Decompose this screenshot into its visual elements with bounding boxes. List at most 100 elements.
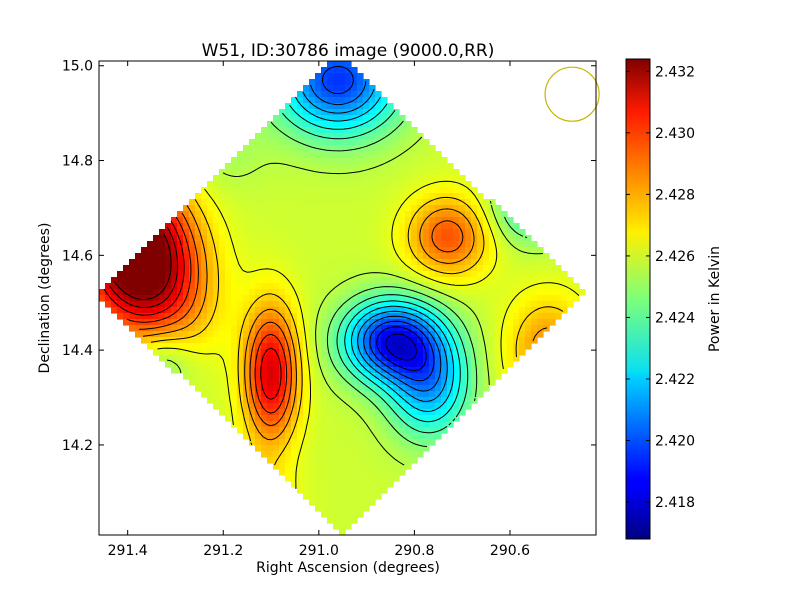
heatmap-cell	[255, 319, 262, 326]
heatmap-cell	[285, 217, 292, 224]
heatmap-cell	[363, 145, 370, 152]
heatmap-cell	[219, 193, 226, 200]
heatmap-cell	[261, 241, 268, 248]
heatmap-cell	[531, 271, 538, 278]
heatmap-cell	[327, 139, 334, 146]
heatmap-cell	[267, 355, 274, 362]
heatmap-cell	[429, 241, 436, 248]
heatmap-cell	[465, 265, 472, 272]
heatmap-cell	[333, 157, 340, 164]
heatmap-cell	[477, 313, 484, 320]
heatmap-cell	[357, 403, 364, 410]
heatmap-cell	[543, 319, 550, 326]
colorbar-tick-label: 2.432	[655, 64, 695, 80]
contour-line	[295, 96, 455, 412]
heatmap-cell	[345, 223, 352, 230]
heatmap-cell	[405, 325, 412, 332]
heatmap-cell	[273, 193, 280, 200]
heatmap-cell	[219, 391, 226, 398]
heatmap-cell	[201, 217, 208, 224]
heatmap-cell	[417, 367, 424, 374]
heatmap-cell	[219, 379, 226, 386]
heatmap-cell	[345, 193, 352, 200]
heatmap-cell	[375, 367, 382, 374]
heatmap-cell	[189, 361, 196, 368]
heatmap-cell	[285, 247, 292, 254]
heatmap-cell	[393, 439, 400, 446]
heatmap-cell	[171, 361, 178, 368]
heatmap-cell	[441, 283, 448, 290]
heatmap-cell	[405, 271, 412, 278]
heatmap-cell	[279, 169, 286, 176]
heatmap-cell	[495, 313, 502, 320]
heatmap-cell	[351, 199, 358, 206]
heatmap-cell	[339, 445, 346, 452]
heatmap-cell	[207, 319, 214, 326]
heatmap-cell	[309, 403, 316, 410]
heatmap-cell	[447, 277, 454, 284]
heatmap-cell	[255, 385, 262, 392]
heatmap-cell	[219, 403, 226, 410]
heatmap-cell	[393, 289, 400, 296]
heatmap-cell	[165, 235, 172, 242]
heatmap-cell	[519, 349, 526, 356]
heatmap-cell	[375, 139, 382, 146]
heatmap-cell	[465, 229, 472, 236]
heatmap-cell	[441, 325, 448, 332]
heatmap-cell	[345, 427, 352, 434]
heatmap-cell	[369, 193, 376, 200]
heatmap-cell	[363, 439, 370, 446]
heatmap-cell	[369, 211, 376, 218]
heatmap-cell	[273, 277, 280, 284]
heatmap-cell	[435, 157, 442, 164]
heatmap-cell	[351, 235, 358, 242]
heatmap-cell	[303, 361, 310, 368]
heatmap-cell	[459, 205, 466, 212]
heatmap-cell	[525, 247, 532, 254]
heatmap-cell	[345, 385, 352, 392]
heatmap-cell	[285, 103, 292, 110]
heatmap-cell	[255, 403, 262, 410]
heatmap-cell	[327, 427, 334, 434]
heatmap-cell	[357, 85, 364, 92]
heatmap-cell	[411, 277, 418, 284]
heatmap-cell	[273, 259, 280, 266]
heatmap-cell	[363, 133, 370, 140]
heatmap-cell	[165, 295, 172, 302]
heatmap-cell	[375, 157, 382, 164]
heatmap-cell	[327, 511, 334, 518]
heatmap-cell	[267, 415, 274, 422]
heatmap-cell	[441, 211, 448, 218]
heatmap-cell	[453, 361, 460, 368]
heatmap-cell	[393, 367, 400, 374]
heatmap-cell	[411, 205, 418, 212]
heatmap-cell	[381, 295, 388, 302]
heatmap-cell	[411, 163, 418, 170]
heatmap-cell	[351, 493, 358, 500]
heatmap-cell	[441, 205, 448, 212]
heatmap-cell	[351, 361, 358, 368]
heatmap-cell	[447, 235, 454, 242]
heatmap-cell	[387, 289, 394, 296]
heatmap-cell	[519, 325, 526, 332]
heatmap-cell	[399, 259, 406, 266]
heatmap-cell	[315, 367, 322, 374]
heatmap-cell	[537, 277, 544, 284]
heatmap-cell	[207, 355, 214, 362]
heatmap-cell	[339, 133, 346, 140]
heatmap-cell	[375, 295, 382, 302]
heatmap-cell	[297, 127, 304, 134]
heatmap-cell	[201, 307, 208, 314]
heatmap-cell	[315, 361, 322, 368]
heatmap-cell	[405, 193, 412, 200]
heatmap-cell	[285, 205, 292, 212]
heatmap-cell	[351, 157, 358, 164]
heatmap-cell	[453, 241, 460, 248]
heatmap-cell	[423, 253, 430, 260]
heatmap-cell	[279, 241, 286, 248]
heatmap-cell	[231, 307, 238, 314]
heatmap-cell	[285, 187, 292, 194]
heatmap-cell	[153, 343, 160, 350]
heatmap-cell	[381, 355, 388, 362]
heatmap-cell	[99, 295, 106, 302]
